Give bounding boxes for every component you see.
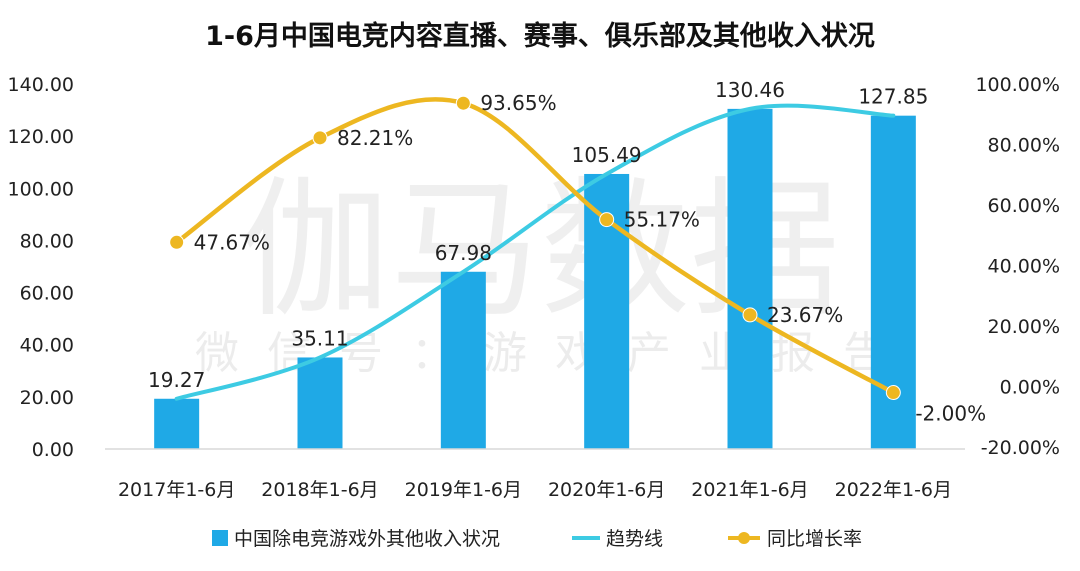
x-tick-label: 2022年1-6月 <box>835 479 952 501</box>
bar-labels: 19.27 35.11 67.98 105.49 130.46 127.85 <box>148 78 928 392</box>
growth-value-label: 82.21% <box>337 126 413 150</box>
y-left-axis: 0.00 20.00 40.00 60.00 80.00 100.00 120.00 140.… <box>8 74 74 461</box>
y-left-tick-label: 120.00 <box>8 126 74 148</box>
legend-swatch-growth-marker <box>738 532 750 544</box>
bar-value-label: 19.27 <box>148 368 205 392</box>
x-tick-label: 2018年1-6月 <box>261 479 378 501</box>
legend-label-growth: 同比增长率 <box>767 528 862 550</box>
growth-rate-line <box>174 97 896 395</box>
y-left-tick-label: 40.00 <box>20 335 74 357</box>
y-left-tick-label: 100.00 <box>8 178 74 200</box>
bar <box>154 398 200 449</box>
y-right-axis: -20.00% 0.00% 20.00% 40.00% 60.00% 80.00% 100.… <box>975 74 1060 459</box>
y-right-tick-label: 0.00% <box>1000 377 1060 399</box>
growth-value-label: 23.67% <box>767 303 843 327</box>
x-axis: 2017年1-6月 2018年1-6月 2019年1-6月 2020年1-6月 2021… <box>118 479 952 501</box>
growth-rate-point <box>312 130 328 146</box>
y-right-tick-label: 80.00% <box>988 135 1060 157</box>
y-left-tick-label: 80.00 <box>20 230 74 252</box>
legend-label-bar: 中国除电竞游戏外其他收入状况 <box>234 528 500 550</box>
bar <box>727 108 773 450</box>
y-left-tick-label: 20.00 <box>20 387 74 409</box>
y-right-tick-label: 20.00% <box>988 316 1060 338</box>
trend-line <box>174 103 896 401</box>
x-tick-label: 2020年1-6月 <box>548 479 665 501</box>
bar-value-label: 105.49 <box>572 143 642 167</box>
growth-rate-point <box>742 307 758 323</box>
y-right-tick-label: 100.00% <box>975 74 1060 96</box>
trend-line-series <box>174 103 896 401</box>
growth-value-label: -2.00% <box>915 402 986 426</box>
bar-value-label: 130.46 <box>715 78 785 102</box>
bar-value-label: 35.11 <box>291 326 348 350</box>
bar-value-label: 67.98 <box>435 241 492 265</box>
growth-value-label: 55.17% <box>624 208 700 232</box>
growth-rate-point <box>885 385 901 401</box>
chart-title: 1-6月中国电竞内容直播、赛事、俱乐部及其他收入状况 <box>205 20 875 52</box>
legend-label-trend: 趋势线 <box>606 528 663 550</box>
legend-swatch-bar <box>212 530 228 546</box>
growth-value-label: 47.67% <box>194 230 270 254</box>
x-tick-label: 2021年1-6月 <box>691 479 808 501</box>
growth-rate-point <box>599 212 615 228</box>
bar <box>440 271 486 449</box>
bar-value-label: 127.85 <box>858 85 928 109</box>
y-left-tick-label: 60.00 <box>20 283 74 305</box>
x-tick-label: 2019年1-6月 <box>405 479 522 501</box>
growth-rate-point <box>455 95 471 111</box>
growth-rate-series <box>169 95 901 401</box>
y-left-tick-label: 140.00 <box>8 74 74 96</box>
y-right-tick-label: 40.00% <box>988 256 1060 278</box>
x-tick-label: 2017年1-6月 <box>118 479 235 501</box>
legend: 中国除电竞游戏外其他收入状况 趋势线 同比增长率 <box>212 528 862 550</box>
bar <box>297 357 343 449</box>
growth-labels: 47.67% 82.21% 93.65% 55.17% 23.67% -2.00% <box>194 91 986 425</box>
growth-rate-point <box>169 234 185 250</box>
y-right-tick-label: 60.00% <box>988 195 1060 217</box>
y-left-tick-label: 0.00 <box>32 439 74 461</box>
growth-value-label: 93.65% <box>480 91 556 115</box>
y-right-tick-label: -20.00% <box>981 437 1060 459</box>
